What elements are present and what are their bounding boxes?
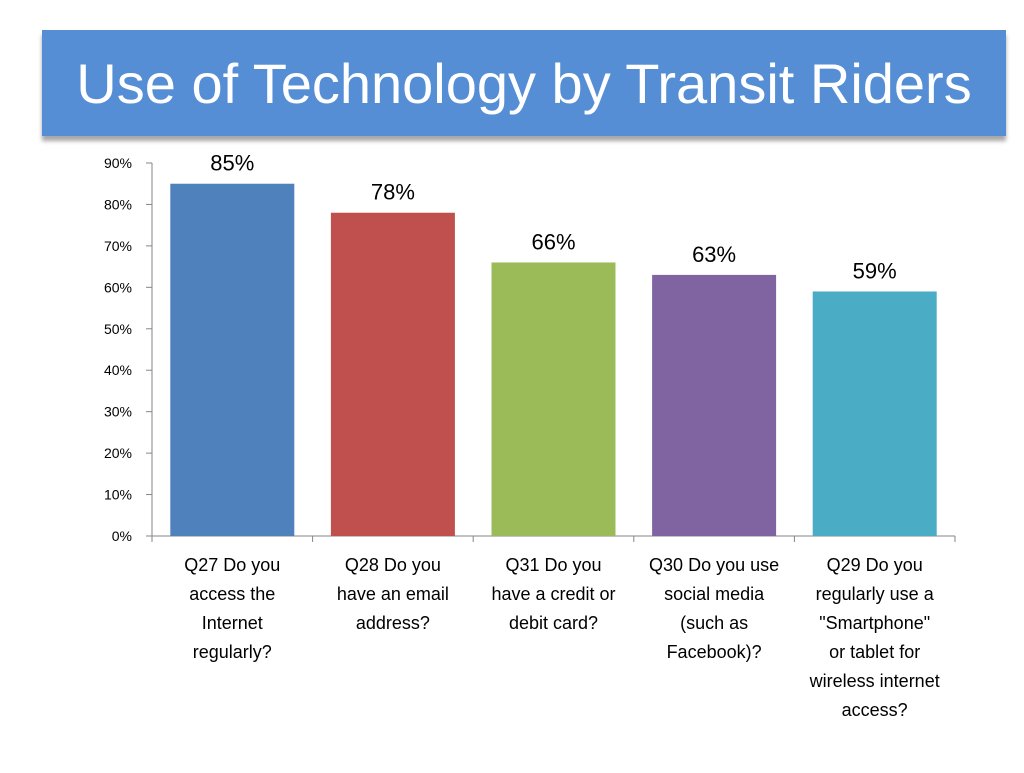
y-tick-label: 90% (104, 155, 132, 171)
x-category-label-line: debit card? (508, 613, 599, 633)
data-label: 66% (531, 229, 575, 254)
bar (491, 262, 616, 536)
x-category-label-line: address? (355, 613, 430, 633)
y-tick-label: 80% (104, 196, 132, 212)
x-category-label: Q28 Do you have an email address? (315, 551, 471, 638)
x-category-label-line: Facebook)? (666, 642, 762, 662)
x-category-label-line: Q30 Do you use (649, 555, 780, 575)
y-tick-label: 0% (112, 528, 132, 544)
y-tick-label: 30% (104, 404, 132, 420)
x-category-label-line: regularly? (192, 642, 272, 662)
x-category-label-line: Q31 Do you (505, 555, 602, 575)
bar (330, 212, 455, 536)
data-label: 59% (853, 258, 897, 283)
y-tick-label: 20% (104, 445, 132, 461)
x-category-label-line: Q28 Do you (344, 555, 441, 575)
x-category-label: Q30 Do you use social media (such as Facebo… (636, 551, 792, 667)
x-category-label-line: Q29 Do you (826, 555, 923, 575)
data-label: 85% (210, 151, 254, 176)
data-label: 78% (371, 180, 415, 205)
x-category-label-line: Internet (201, 613, 263, 633)
x-category-label-line: access? (841, 700, 908, 720)
x-category-label-line: Q27 Do you (184, 555, 281, 575)
x-category-label-line: social media (664, 584, 765, 604)
bar (812, 291, 937, 536)
x-category-label-line: "Smartphone" (819, 613, 931, 633)
y-tick-label: 10% (104, 487, 132, 503)
y-tick-label: 40% (104, 362, 132, 378)
y-tick-label: 70% (104, 238, 132, 254)
title-banner: Use of Technology by Transit Riders (42, 30, 1006, 136)
x-category-label-line: have a credit or (491, 584, 616, 604)
x-category-label: Q27 Do you access the Internet regularly? (154, 551, 310, 667)
bar (652, 274, 777, 536)
data-label: 63% (692, 242, 736, 267)
y-tick-label: 60% (104, 279, 132, 295)
bar (170, 183, 295, 536)
x-category-label-line: regularly use a (815, 584, 934, 604)
x-category-label: Q31 Do you have a credit or debit card? (476, 551, 632, 638)
x-category-label-line: have an email (336, 584, 449, 604)
x-category-label-line: (such as (680, 613, 749, 633)
x-category-label-line: or tablet for (829, 642, 921, 662)
y-tick-label: 50% (104, 321, 132, 337)
slide-title: Use of Technology by Transit Riders (76, 52, 972, 115)
x-category-label: Q29 Do you regularly use a "Smartphone" or … (797, 551, 953, 725)
x-category-label-line: access the (189, 584, 276, 604)
x-category-label-line: wireless internet (809, 671, 940, 691)
